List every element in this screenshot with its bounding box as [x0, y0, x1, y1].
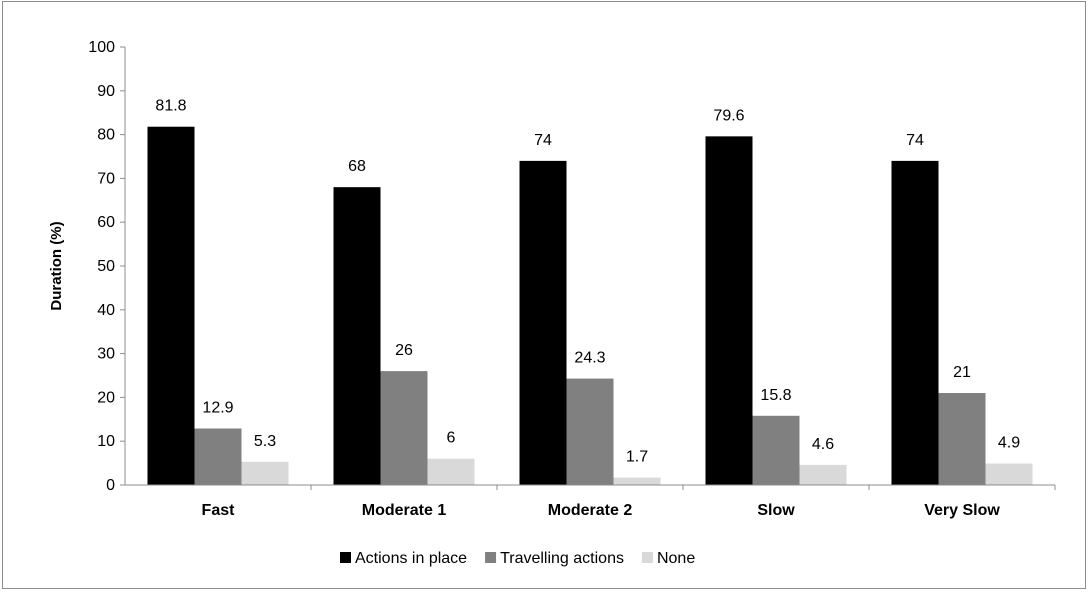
x-category-label: Moderate 2 [548, 502, 633, 519]
bar-none-moderate-2 [613, 477, 661, 485]
bar-travelling-actions-very-slow [938, 393, 986, 485]
data-label-none-moderate-2: 1.7 [626, 449, 648, 466]
data-label-none-slow: 4.6 [812, 436, 834, 453]
y-tick-label: 80 [97, 127, 115, 144]
bar-none-moderate-1 [427, 458, 475, 485]
y-tick-label: 30 [97, 346, 115, 363]
legend-label-none: None [657, 550, 695, 567]
legend-swatch-none [641, 552, 653, 563]
y-tick-label: 100 [88, 39, 115, 56]
bar-actions-in-place-fast [147, 126, 195, 485]
bar-actions-in-place-very-slow [891, 160, 939, 485]
bar-travelling-actions-moderate-1 [380, 371, 428, 485]
y-tick-label: 20 [97, 389, 115, 406]
data-label-travelling-actions-moderate-2: 24.3 [574, 350, 605, 367]
y-tick-label: 60 [97, 214, 115, 231]
data-label-travelling-actions-very-slow: 21 [953, 364, 971, 381]
bar-travelling-actions-slow [752, 415, 800, 485]
data-label-actions-in-place-fast: 81.8 [155, 98, 186, 115]
x-axis-labels: Fast Moderate 1 Moderate 2 Slow Very Slow [202, 485, 1056, 519]
y-axis-ticks: 0 10 20 30 40 50 60 70 80 90 100 [88, 39, 125, 494]
data-label-travelling-actions-slow: 15.8 [760, 387, 791, 404]
legend-label-travelling-actions: Travelling actions [500, 550, 624, 567]
y-tick-label: 70 [97, 170, 115, 187]
y-tick-label: 90 [97, 83, 115, 100]
bar-actions-in-place-moderate-1 [333, 187, 381, 485]
data-label-actions-in-place-slow: 79.6 [713, 107, 744, 124]
data-labels: 81.8 12.9 5.3 68 26 6 74 24.3 1.7 79.6 15.8 4.6 74 21… [155, 98, 1020, 466]
bar-none-very-slow [985, 463, 1033, 485]
data-label-none-very-slow: 4.9 [998, 435, 1020, 452]
legend: Actions in place Travelling actions None [340, 550, 695, 567]
bars [147, 126, 1033, 486]
bar-actions-in-place-slow [705, 136, 753, 486]
bar-none-slow [799, 464, 847, 485]
bar-travelling-actions-fast [194, 428, 242, 485]
data-label-none-moderate-1: 6 [447, 430, 456, 447]
y-axis-title: Duration (%) [48, 221, 65, 310]
data-label-travelling-actions-moderate-1: 26 [395, 342, 413, 359]
x-category-label: Slow [757, 502, 795, 519]
y-tick-label: 50 [97, 258, 115, 275]
y-tick-label: 0 [106, 477, 115, 494]
y-tick-label: 40 [97, 302, 115, 319]
data-label-none-fast: 5.3 [254, 433, 276, 450]
legend-label-actions-in-place: Actions in place [355, 550, 467, 567]
data-label-travelling-actions-fast: 12.9 [202, 399, 233, 416]
bar-none-fast [241, 461, 289, 485]
data-label-actions-in-place-moderate-2: 74 [534, 132, 552, 149]
bar-actions-in-place-moderate-2 [519, 160, 567, 485]
x-category-label: Fast [202, 502, 236, 519]
y-tick-label: 10 [97, 433, 115, 450]
legend-swatch-actions-in-place [340, 552, 351, 563]
x-category-label: Moderate 1 [362, 502, 447, 519]
legend-swatch-travelling-actions [485, 552, 497, 563]
data-label-actions-in-place-moderate-1: 68 [348, 158, 366, 175]
bar-chart: 0 10 20 30 40 50 60 70 80 90 100 81.8 12.9 5.3 68 26 6 7… [48, 39, 1056, 567]
x-category-label: Very Slow [924, 502, 1000, 519]
data-label-actions-in-place-very-slow: 74 [906, 132, 924, 149]
bar-travelling-actions-moderate-2 [566, 378, 614, 485]
